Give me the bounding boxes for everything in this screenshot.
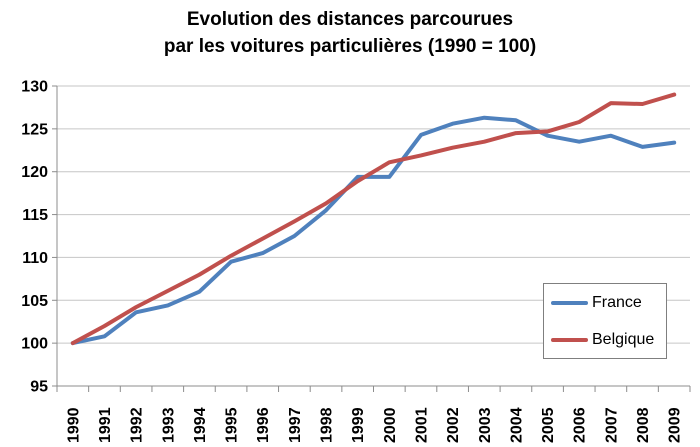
y-axis-tick-label: 130 <box>21 79 48 96</box>
x-axis-tick-label: 1997 <box>287 407 304 443</box>
chart-legend: France Belgique <box>543 283 667 359</box>
x-axis-tick-label: 1991 <box>97 407 114 443</box>
x-axis-tick-label: 1996 <box>255 407 272 443</box>
legend-label-france: France <box>592 293 642 311</box>
x-axis-tick-label: 1992 <box>129 407 146 443</box>
x-axis-tick-label: 1994 <box>192 407 209 443</box>
legend-line-swatch-france <box>551 300 588 305</box>
x-axis-tick-label: 1998 <box>319 407 336 443</box>
chart-title-line2: par les voitures particulières (1990 = 1… <box>163 36 537 57</box>
legend-item-france: France <box>544 285 666 321</box>
chart-title: Evolution des distances parcourues par l… <box>0 6 700 60</box>
chart-title-line1: Evolution des distances parcourues <box>186 9 514 30</box>
x-axis-tick-label: 2003 <box>477 407 494 443</box>
x-axis-tick-label: 1993 <box>160 407 177 443</box>
series-line-france <box>70 115 677 346</box>
x-axis-tick-label: 2008 <box>635 407 652 443</box>
series-line-belgique <box>70 92 677 346</box>
x-axis-tick-label: 1995 <box>224 407 241 443</box>
x-axis-tick-label: 1990 <box>65 407 82 443</box>
y-axis-tick-label: 95 <box>30 379 48 396</box>
y-axis-tick-label: 115 <box>22 207 48 224</box>
y-axis-tick-label: 100 <box>21 336 48 353</box>
x-axis-tick-label: 2002 <box>445 407 462 443</box>
x-axis-tick-label: 2005 <box>540 407 557 443</box>
y-axis-tick-label: 125 <box>21 121 48 138</box>
y-axis-tick-label: 105 <box>21 293 48 310</box>
x-axis-tick-label: 2007 <box>603 407 620 443</box>
y-axis-tick-label: 120 <box>21 164 48 181</box>
legend-label-belgique: Belgique <box>592 330 655 348</box>
x-axis-tick-label: 2000 <box>382 407 399 443</box>
x-axis-tick-label: 1999 <box>350 407 367 443</box>
x-axis-tick-label: 2006 <box>572 407 589 443</box>
x-axis-tick-label: 2004 <box>508 407 525 443</box>
legend-line-swatch-belgique <box>551 337 588 342</box>
x-axis-tick-label: 2009 <box>667 407 684 443</box>
y-axis-tick-label: 110 <box>22 250 48 267</box>
x-axis-tick-label: 2001 <box>413 407 430 443</box>
legend-item-belgique: Belgique <box>544 322 666 358</box>
